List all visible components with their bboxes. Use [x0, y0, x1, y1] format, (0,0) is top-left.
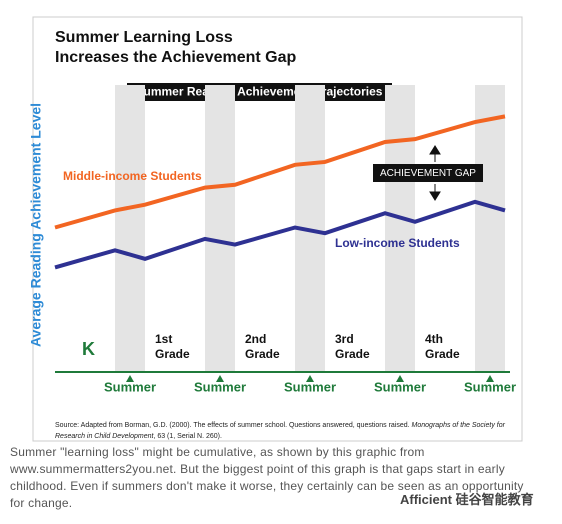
series-line	[54, 199, 506, 270]
chart-subtitle: Summer Reading Achievement Trajectories	[136, 85, 383, 99]
watermark: Afficient 硅谷智能教育	[400, 492, 534, 507]
chart-title: Increases the Achievement Gap	[55, 49, 297, 66]
series-line	[54, 114, 506, 230]
summer-band	[205, 85, 235, 372]
summer-label: Summer	[374, 379, 426, 394]
summer-band	[475, 85, 505, 372]
caption: Summer "learning loss" might be cumulati…	[10, 445, 524, 510]
grade-label: Grade	[155, 347, 190, 361]
grade-label: Grade	[335, 347, 370, 361]
chart: Summer Learning Loss Increases the Achie…	[28, 16, 523, 442]
summer-label: Summer	[194, 379, 246, 394]
summer-marker	[216, 375, 224, 382]
summer-marker	[126, 375, 134, 382]
grade-label: 2nd	[245, 332, 266, 346]
summer-band	[385, 85, 415, 372]
legend-label: Low-income Students	[335, 236, 460, 250]
subtitle-box	[127, 83, 392, 101]
summer-label: Summer	[104, 379, 156, 394]
source: Source: Adapted from Borman, G.D. (2000)…	[55, 422, 506, 440]
summer-band	[115, 85, 145, 372]
legend-label: Middle-income Students	[63, 169, 202, 183]
summer-marker	[306, 375, 314, 382]
summer-marker	[486, 375, 494, 382]
grade-label: 1st	[155, 332, 172, 346]
annotation: ACHIEVEMENT GAP	[380, 168, 476, 179]
annotation-box	[373, 164, 483, 182]
grade-label: 3rd	[335, 332, 354, 346]
chart-title: Summer Learning Loss	[55, 29, 233, 46]
grade-label: 4th	[425, 332, 443, 346]
summer-marker	[396, 375, 404, 382]
y-axis-label: Average Reading Achievement Level	[28, 103, 44, 347]
chart-frame	[32, 16, 523, 442]
grade-label: Grade	[245, 347, 280, 361]
summer-label: Summer	[464, 379, 516, 394]
grade-label: Grade	[425, 347, 460, 361]
summer-label: Summer	[284, 379, 336, 394]
grade-label: K	[82, 339, 95, 359]
gap-arrows	[429, 145, 441, 201]
